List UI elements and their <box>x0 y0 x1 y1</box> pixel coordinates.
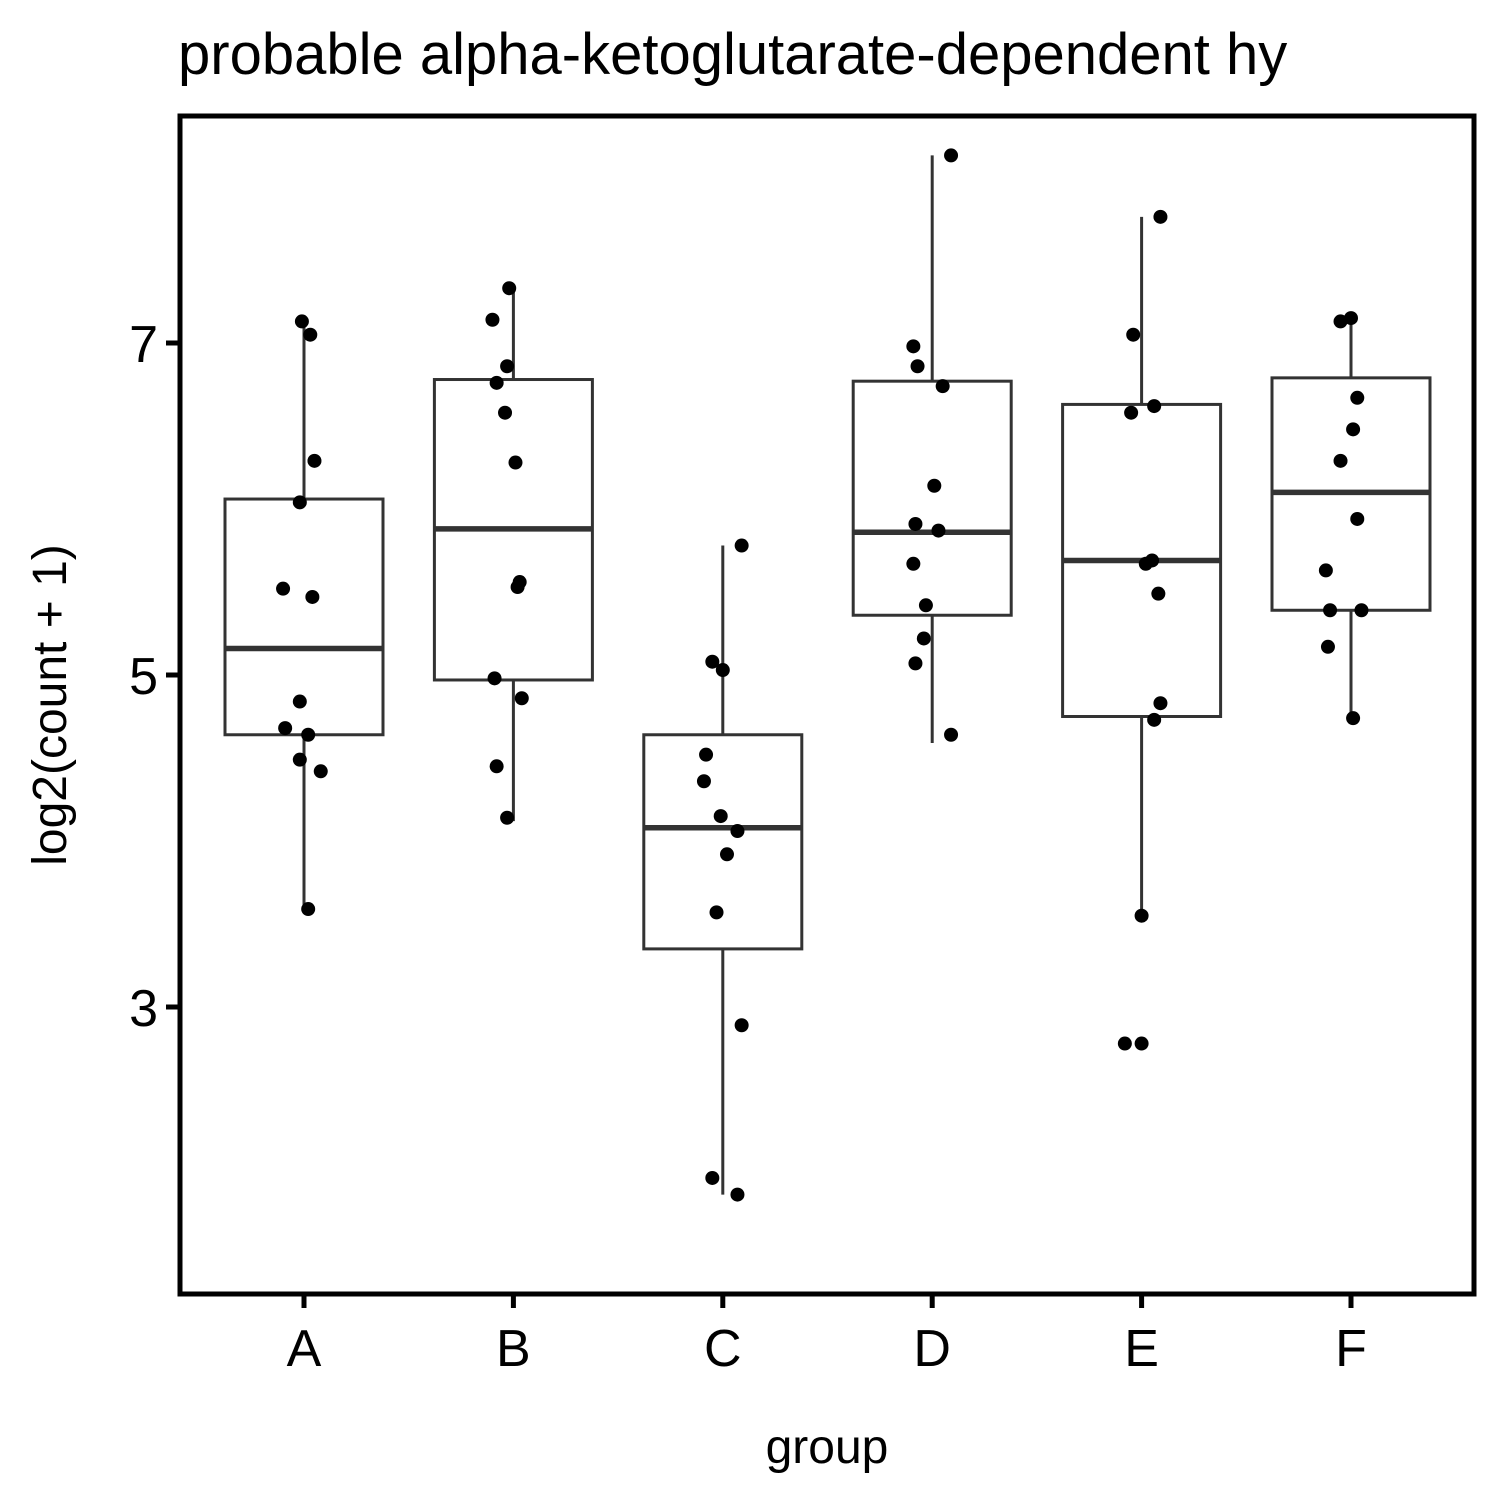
data-point <box>276 581 291 596</box>
data-point <box>927 478 942 493</box>
data-point <box>307 453 322 468</box>
data-point <box>1126 327 1141 342</box>
plot-area <box>223 148 1432 1202</box>
y-tick-label: 5 <box>129 648 158 706</box>
data-point <box>301 902 316 917</box>
data-point <box>508 455 523 470</box>
data-point <box>500 810 515 825</box>
y-tick-label: 3 <box>129 980 158 1038</box>
data-point <box>910 359 925 374</box>
data-point <box>1138 556 1153 571</box>
data-point <box>715 663 730 678</box>
data-point <box>489 375 504 390</box>
box-group-a <box>223 326 385 908</box>
data-point <box>278 721 293 736</box>
data-point <box>696 774 711 789</box>
data-point <box>906 556 921 571</box>
chart-title: probable alpha-ketoglutarate-dependent h… <box>178 22 1287 87</box>
data-point <box>730 1187 745 1202</box>
x-tick-label: E <box>1124 1320 1159 1378</box>
x-tick-label: B <box>496 1320 531 1378</box>
x-tick-label: C <box>704 1320 742 1378</box>
box-group-d <box>851 155 1013 744</box>
data-point <box>514 691 529 706</box>
data-point <box>1350 511 1365 526</box>
data-point <box>935 379 950 394</box>
data-point <box>1134 908 1149 923</box>
plot-panel-border <box>177 113 1477 1297</box>
data-point <box>1350 390 1365 405</box>
axes: 3 5 7 A B C D E F <box>129 316 1367 1378</box>
data-point <box>734 538 749 553</box>
data-point <box>292 694 307 709</box>
data-point <box>489 759 504 774</box>
data-point <box>719 847 734 862</box>
data-point <box>944 727 959 742</box>
box-group-f <box>1270 318 1432 717</box>
data-point <box>303 327 318 342</box>
data-point <box>500 359 515 374</box>
data-point <box>1153 209 1168 224</box>
data-point <box>1117 1036 1132 1051</box>
x-axis-title: group <box>766 1421 889 1474</box>
data-point <box>294 314 309 329</box>
box <box>851 379 1013 617</box>
data-point <box>1354 603 1369 618</box>
data-point <box>510 580 525 595</box>
x-tick-label: D <box>913 1320 951 1378</box>
data-point <box>1333 314 1348 329</box>
data-point <box>908 656 923 671</box>
data-point <box>1323 603 1338 618</box>
data-point <box>301 727 316 742</box>
data-point <box>918 598 933 613</box>
box-group-c <box>642 545 804 1195</box>
data-point <box>699 747 714 762</box>
data-point <box>485 312 500 327</box>
data-point <box>1147 712 1162 727</box>
box-group-b <box>432 286 594 822</box>
data-point <box>931 523 946 538</box>
data-point <box>1320 639 1335 654</box>
data-point <box>944 148 959 163</box>
data-point <box>705 1170 720 1185</box>
data-point <box>916 631 931 646</box>
box <box>223 497 385 737</box>
data-point <box>1346 711 1361 726</box>
data-point <box>1124 405 1139 420</box>
data-point <box>1318 563 1333 578</box>
data-point <box>498 405 513 420</box>
data-point <box>705 654 720 669</box>
data-point <box>1153 696 1168 711</box>
box <box>642 733 804 951</box>
data-point <box>1333 453 1348 468</box>
data-point <box>305 589 320 604</box>
data-point <box>1147 399 1162 414</box>
data-point <box>906 339 921 354</box>
x-tick-label: A <box>287 1320 322 1378</box>
y-tick-label: 7 <box>129 316 158 374</box>
data-point <box>292 495 307 510</box>
data-point <box>313 764 328 779</box>
data-point <box>709 905 724 920</box>
data-point <box>1151 586 1166 601</box>
x-tick-label: F <box>1335 1320 1367 1378</box>
data-point <box>487 671 502 686</box>
data-point <box>1134 1036 1149 1051</box>
data-point <box>502 281 517 296</box>
data-point <box>713 809 728 824</box>
data-point <box>908 516 923 531</box>
data-point <box>734 1018 749 1033</box>
y-axis-title: log2(count + 1) <box>24 544 77 866</box>
data-point <box>1346 422 1361 437</box>
data-point <box>292 752 307 767</box>
data-point <box>730 824 745 839</box>
